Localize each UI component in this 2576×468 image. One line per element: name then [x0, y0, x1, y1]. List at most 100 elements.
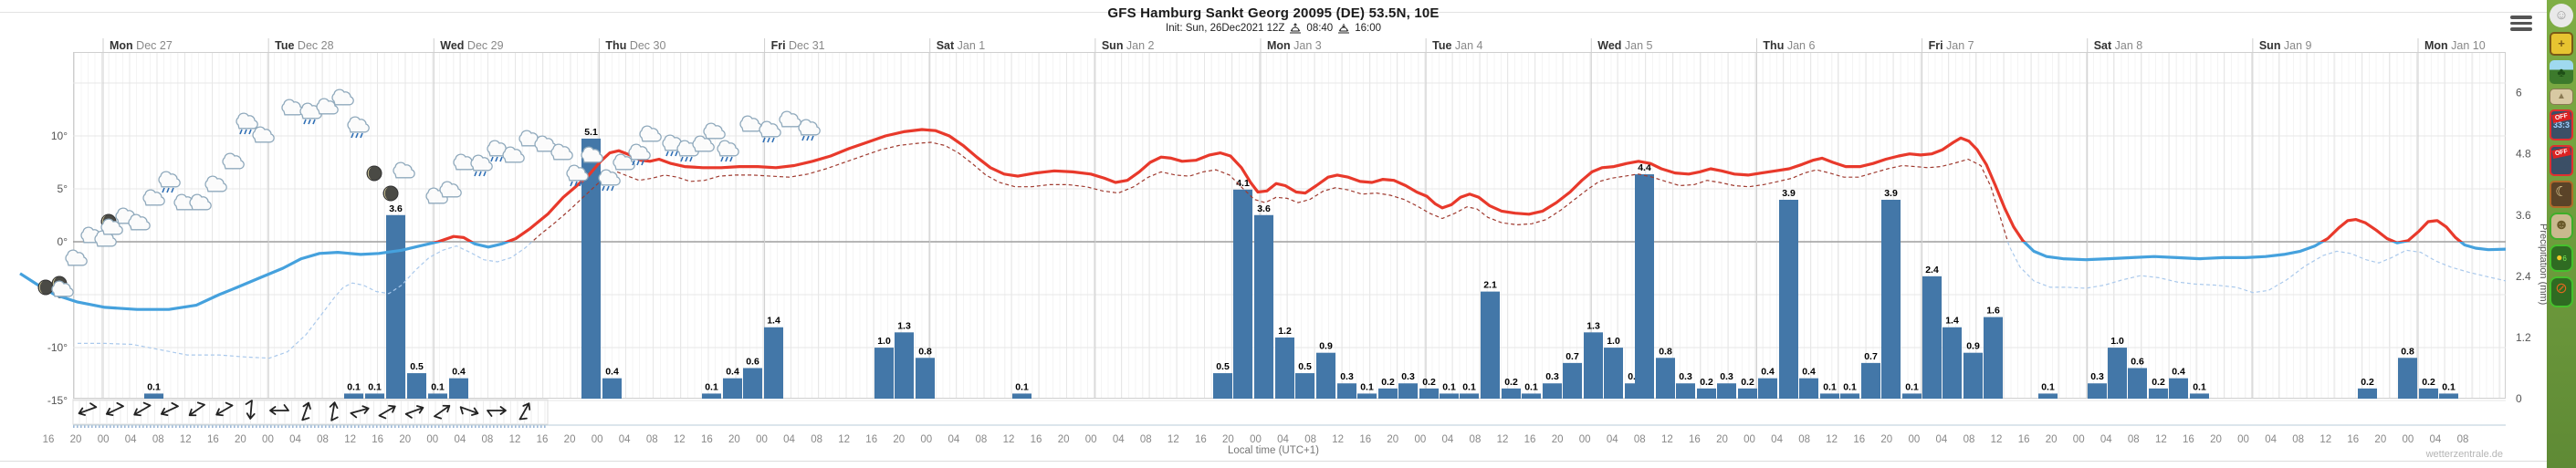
- mooncloud-icon: [51, 276, 74, 297]
- svg-text:04: 04: [619, 434, 631, 445]
- svg-text:00: 00: [756, 434, 768, 445]
- svg-text:1.0: 1.0: [877, 336, 891, 347]
- svg-text:04: 04: [948, 434, 959, 445]
- svg-text:3.9: 3.9: [1782, 188, 1796, 199]
- svg-text:0.5: 0.5: [410, 361, 424, 372]
- svg-text:1.6: 1.6: [1986, 306, 2000, 317]
- sunrise-time: 08:40: [1306, 23, 1334, 34]
- svg-text:04: 04: [1771, 434, 1783, 445]
- ad-moon-icon[interactable]: ☾: [2550, 181, 2573, 208]
- brand-link[interactable]: wetterzentrale.de: [2425, 449, 2503, 460]
- svg-text:4.8: 4.8: [2516, 148, 2531, 161]
- svg-text:20: 20: [1880, 434, 1892, 445]
- svg-text:20: 20: [1058, 434, 1070, 445]
- svg-text:Sat Jan 8: Sat Jan 8: [2094, 39, 2143, 52]
- svg-text:0.2: 0.2: [1741, 377, 1754, 388]
- svg-text:0.1: 0.1: [2041, 381, 2055, 392]
- wind-barb: [133, 401, 152, 417]
- svg-text:0.7: 0.7: [1864, 351, 1878, 362]
- wind-barb: [459, 406, 479, 416]
- temperature-line-cold: [19, 242, 2507, 311]
- svg-text:6: 6: [2516, 87, 2522, 99]
- wind-barb: [434, 404, 451, 420]
- svg-text:04: 04: [1607, 434, 1618, 445]
- svg-text:1.0: 1.0: [2110, 336, 2124, 347]
- cloud-icon: [393, 161, 415, 179]
- rain-icon: [628, 143, 651, 166]
- cloud-icon: [204, 175, 227, 192]
- cloud-icon: [692, 135, 715, 152]
- svg-text:0.1: 0.1: [1442, 381, 1456, 392]
- ad-avatar-icon[interactable]: ☺: [2550, 4, 2573, 27]
- hamburger-menu-icon[interactable]: [2510, 16, 2532, 34]
- ad-coins-icon[interactable]: ●6: [2550, 244, 2573, 272]
- wind-barb: [329, 401, 339, 421]
- svg-text:16: 16: [1359, 434, 1371, 445]
- cloud-icon: [142, 189, 165, 206]
- svg-text:12: 12: [180, 434, 192, 445]
- svg-text:20: 20: [893, 434, 905, 445]
- svg-text:08: 08: [2128, 434, 2140, 445]
- svg-text:4.1: 4.1: [1236, 178, 1250, 189]
- rain-icon: [717, 140, 739, 162]
- moon-icon: [37, 279, 54, 296]
- svg-text:0.2: 0.2: [2422, 377, 2435, 388]
- svg-text:Tue Jan 4: Tue Jan 4: [1432, 39, 1482, 52]
- svg-text:08: 08: [317, 434, 329, 445]
- svg-text:20: 20: [70, 434, 82, 445]
- wind-barb: [105, 401, 124, 417]
- svg-text:12: 12: [344, 434, 356, 445]
- rain-icon: [759, 120, 781, 143]
- svg-text:5°: 5°: [58, 182, 68, 195]
- svg-text:0.1: 0.1: [431, 381, 445, 392]
- svg-text:12: 12: [2155, 434, 2167, 445]
- svg-text:1.2: 1.2: [1278, 326, 1292, 337]
- svg-text:0.1: 0.1: [1843, 381, 1857, 392]
- svg-text:16: 16: [1689, 434, 1701, 445]
- svg-text:2.4: 2.4: [2516, 270, 2531, 283]
- svg-text:3.9: 3.9: [1884, 188, 1898, 199]
- svg-text:12: 12: [1003, 434, 1015, 445]
- svg-text:16: 16: [2018, 434, 2030, 445]
- cloud-icon: [550, 143, 573, 161]
- wind-barb: [404, 405, 424, 419]
- svg-text:0.3: 0.3: [1679, 371, 1692, 382]
- svg-text:0.1: 0.1: [2193, 381, 2206, 392]
- ad-ban-icon[interactable]: ⊘: [2550, 276, 2573, 307]
- ad-offer-1[interactable]: OFF 33:3: [2550, 109, 2573, 140]
- moon-icon: [366, 165, 382, 182]
- svg-text:Wed Jan 5: Wed Jan 5: [1597, 39, 1652, 52]
- bottom-divider: [0, 461, 2547, 462]
- ad-plus-button[interactable]: +: [2550, 32, 2573, 56]
- dewpoint-line-warm: [530, 141, 2009, 242]
- svg-text:3.6: 3.6: [389, 203, 403, 214]
- svg-text:16: 16: [2347, 434, 2359, 445]
- svg-text:5.1: 5.1: [584, 127, 598, 138]
- ad-smiley-icon[interactable]: ☻: [2550, 213, 2573, 240]
- svg-text:20: 20: [564, 434, 576, 445]
- svg-text:Tue Dec 28: Tue Dec 28: [275, 39, 333, 52]
- svg-text:20: 20: [235, 434, 246, 445]
- svg-text:16: 16: [2183, 434, 2194, 445]
- svg-text:0.1: 0.1: [2442, 381, 2456, 392]
- ad-chevron-up-icon[interactable]: ▲: [2550, 88, 2573, 105]
- dewpoint-line-cold: [78, 242, 2507, 359]
- svg-text:00: 00: [1908, 434, 1920, 445]
- svg-text:00: 00: [1414, 434, 1426, 445]
- svg-text:20: 20: [728, 434, 740, 445]
- svg-text:0.1: 0.1: [1823, 381, 1837, 392]
- svg-text:0.3: 0.3: [1401, 371, 1415, 382]
- ad-offer-2[interactable]: OFF: [2550, 145, 2573, 176]
- svg-text:20: 20: [1387, 434, 1398, 445]
- svg-text:12: 12: [1991, 434, 2003, 445]
- svg-text:0.4: 0.4: [1802, 367, 1816, 378]
- svg-text:00: 00: [2073, 434, 2085, 445]
- ad-sidebar[interactable]: ☺ + ♣ ▲ OFF 33:3 OFF ☾ ☻ ●6 ⊘: [2547, 0, 2576, 468]
- wind-barb: [188, 401, 205, 417]
- svg-text:Mon Jan 3: Mon Jan 3: [1267, 39, 1322, 52]
- svg-text:0.1: 0.1: [1360, 381, 1374, 392]
- svg-text:1.2: 1.2: [2516, 331, 2531, 344]
- cloud-icon: [439, 181, 462, 198]
